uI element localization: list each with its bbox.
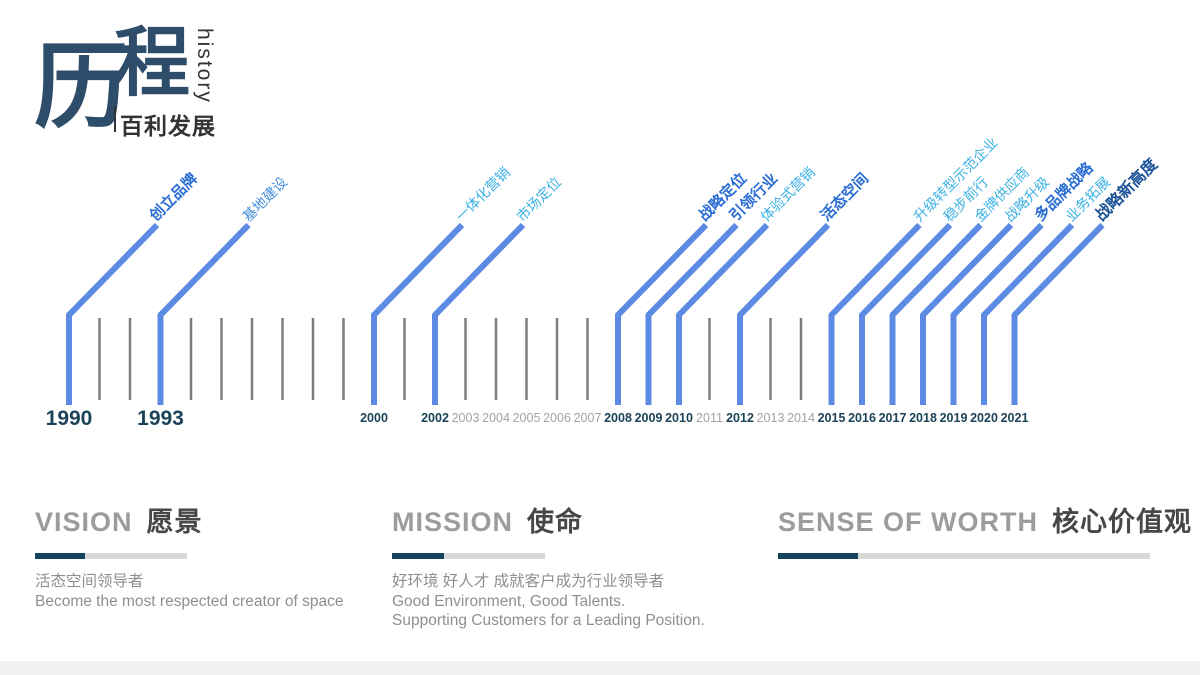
year-label-2004: 2004 [482, 411, 510, 425]
timeline-line-2002 [432, 222, 526, 405]
section-mission-body: 好环境 好人才 成就客户成为行业领导者 Good Environment, Goo… [392, 572, 757, 631]
year-label-2012: 2012 [726, 411, 754, 425]
timeline-line-2008 [615, 222, 709, 405]
section-body-line: Become the most respected creator of spa… [35, 592, 344, 610]
year-label-2014: 2014 [787, 411, 815, 425]
section-vision-body: 活态空间领导者 Become the most respected creator… [35, 572, 380, 611]
title-divider [114, 106, 116, 132]
timeline-line-2017 [889, 222, 983, 405]
year-label-2018: 2018 [909, 411, 937, 425]
year-label-2008: 2008 [604, 411, 632, 425]
year-label-2009: 2009 [634, 411, 663, 425]
timeline-graphic [66, 222, 1105, 405]
title-subtitle: 百利发展 [120, 113, 216, 139]
section-vision-title-cn: 愿景 [146, 507, 203, 537]
year-label-2013: 2013 [756, 411, 785, 425]
year-label-2002: 2002 [421, 411, 449, 425]
year-label-2017: 2017 [878, 411, 907, 425]
timeline-line-1993 [157, 222, 251, 405]
timeline-line-2000 [371, 222, 465, 405]
section-body-line: Supporting Customers for a Leading Posit… [392, 612, 705, 630]
year-label-2003: 2003 [451, 411, 480, 425]
year-label-2011: 2011 [696, 411, 723, 425]
timeline-line-2018 [920, 222, 1014, 405]
title-char-cheng: 程 [114, 21, 190, 106]
timeline-line-2020 [981, 222, 1075, 405]
timeline-line-1990 [66, 222, 160, 405]
year-label-2006: 2006 [543, 411, 571, 425]
section-sense-of-worth-bar [778, 553, 1150, 559]
section-mission-bar [392, 553, 545, 559]
section-mission-title-cn: 使命 [527, 507, 584, 537]
timeline-line-2021 [1011, 222, 1105, 405]
year-label-2016: 2016 [848, 411, 876, 425]
section-vision-header: VISION 愿景 [35, 500, 380, 539]
year-label-2007: 2007 [573, 411, 602, 425]
section-mission-title-en: MISSION [392, 507, 514, 537]
section-sense-of-worth: SENSE OF WORTH 核心价值观 [778, 500, 1191, 572]
section-mission-bar-fill [392, 553, 444, 559]
section-sense-of-worth-header: SENSE OF WORTH 核心价值观 [778, 500, 1191, 539]
timeline-line-2009 [645, 222, 739, 405]
year-label-2015: 2015 [817, 411, 846, 425]
section-vision-bar [35, 553, 187, 559]
section-mission: MISSION 使命 好环境 好人才 成就客户成为行业领导者 Good Enviro… [392, 500, 757, 631]
timeline-line-2012 [737, 222, 831, 405]
section-vision: VISION 愿景 活态空间领导者 Become the most respecte… [35, 500, 380, 611]
section-sense-of-worth-bar-fill [778, 553, 858, 559]
year-label-2019: 2019 [939, 411, 968, 425]
year-label-2000: 2000 [360, 411, 388, 425]
year-label-2020: 2020 [970, 411, 998, 425]
timeline-line-2010 [676, 222, 770, 405]
section-mission-header: MISSION 使命 [392, 500, 757, 539]
section-vision-bar-fill [35, 553, 85, 559]
footer-strip [0, 661, 1200, 675]
title-history-vertical: history [193, 28, 216, 104]
section-body-line: 活态空间领导者 [35, 573, 144, 590]
timeline-line-2015 [828, 222, 922, 405]
year-label-2021: 2021 [1000, 411, 1029, 425]
section-sense-of-worth-title-en: SENSE OF WORTH [778, 507, 1039, 537]
section-body-line: 好环境 好人才 成就客户成为行业领导者 [392, 573, 665, 590]
timeline-line-2016 [859, 222, 953, 405]
year-label-1993: 1993 [137, 407, 184, 430]
year-label-2005: 2005 [512, 411, 541, 425]
section-sense-of-worth-title-cn: 核心价值观 [1052, 507, 1193, 537]
year-label-1990: 1990 [45, 407, 93, 430]
timeline-line-2019 [950, 222, 1044, 405]
title-char-li: 历 [34, 34, 129, 139]
section-body-line: Good Environment, Good Talents. [392, 592, 626, 610]
year-label-2010: 2010 [665, 411, 693, 425]
section-vision-title-en: VISION [35, 507, 133, 537]
